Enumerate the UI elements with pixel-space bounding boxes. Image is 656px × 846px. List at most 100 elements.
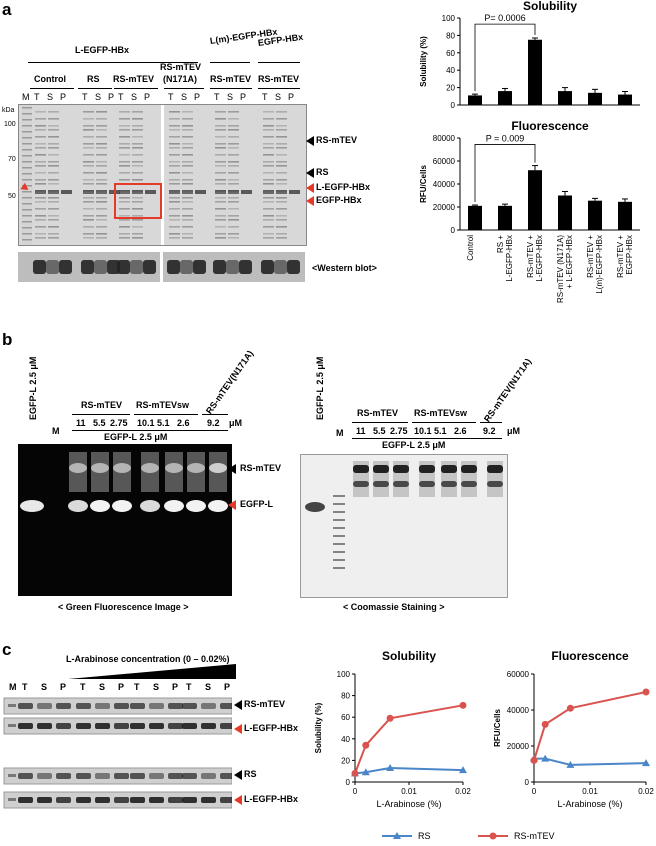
highlight-box [114, 183, 162, 219]
gel-band [119, 215, 130, 217]
gel-band [169, 215, 180, 217]
western-band [213, 260, 226, 274]
gel-band [35, 143, 46, 145]
strip-band [130, 703, 145, 709]
y-tick-label: 0 [451, 226, 456, 235]
gel-band [263, 183, 274, 185]
lane-letter-p: P [240, 92, 247, 102]
x-category-label: EGFP-HBx [625, 235, 634, 275]
panel-a-bar-charts: Solubility 0 20 40 60 80 100 Solubility (%) P= 0… [419, 0, 640, 303]
gel-band [215, 136, 226, 138]
coomassie-band-egfp [305, 502, 325, 512]
x-tick-label: 0 [532, 787, 537, 796]
fluor-band-rs-mtev [113, 463, 131, 473]
gel-band [83, 165, 94, 167]
gel-band [35, 154, 46, 156]
gel-band [119, 219, 130, 221]
lane-letter-s: S [47, 92, 54, 102]
gel-band [228, 118, 239, 120]
gel-band [228, 179, 239, 181]
western-band [107, 260, 120, 274]
gel-band [48, 154, 59, 156]
gel-band [276, 183, 287, 185]
cond-underline [210, 88, 252, 89]
strip-band [76, 773, 91, 779]
gel-band [263, 136, 274, 138]
gel-band [263, 215, 274, 217]
gel-band [276, 237, 287, 239]
gel-band [132, 129, 143, 131]
western-band [287, 260, 300, 274]
coomassie-band-rs-mtev [373, 465, 389, 473]
caption-green-fluorescence: < Green Fluorescence Image > [58, 602, 189, 612]
gel-band [83, 215, 94, 217]
bar [528, 170, 542, 230]
legend-label-rs: RS [418, 831, 431, 841]
gel-band [35, 201, 46, 203]
gel-band [215, 125, 226, 127]
gel-band [83, 237, 94, 239]
coomassie-band-egfp [461, 481, 477, 487]
gel-band [228, 197, 239, 199]
gel-band [132, 165, 143, 167]
chart-title: Fluorescence [551, 650, 629, 663]
coomassie-band-rs-mtev [353, 465, 369, 473]
gel-band [96, 143, 107, 145]
series-point [386, 714, 394, 722]
gel-band [169, 147, 180, 149]
bar-chart-0: Solubility 0 20 40 60 80 100 Solubility (%) P= 0… [419, 0, 640, 110]
series-point [566, 760, 575, 768]
lane-letter-t: T [118, 92, 124, 102]
marker-band [333, 527, 345, 529]
gel-band [96, 219, 107, 221]
gel-band [96, 183, 107, 185]
gel-band [169, 143, 180, 145]
gel-band [182, 201, 193, 203]
gel-band [263, 233, 274, 235]
label-rs-mtev: RS-mTEV [316, 135, 358, 145]
gel-band [119, 143, 130, 145]
gel-band [169, 201, 180, 203]
strip-band [201, 797, 216, 803]
gel-band [276, 208, 287, 210]
group-underline [28, 62, 198, 63]
strip-band [18, 797, 33, 803]
gel-lane [263, 111, 274, 239]
strip-band [149, 723, 164, 729]
gel-band [276, 215, 287, 217]
gel-band [48, 208, 59, 210]
gel-band [119, 201, 130, 203]
bar [588, 92, 602, 105]
red-arrow-icon [234, 795, 242, 805]
strip-band [168, 703, 183, 709]
strip-band [114, 703, 129, 709]
legend-marker-rs [393, 832, 401, 839]
legend-label-rs-mtev: RS-mTEV [514, 831, 555, 841]
gel-lane [145, 190, 156, 194]
marker-band [333, 559, 345, 561]
gel-lane [241, 190, 252, 194]
group-rs-mtev-right: RS-mTEV [357, 408, 399, 418]
lane-letter-p: P [60, 682, 67, 692]
gel-band [182, 136, 193, 138]
kda-label: kDa [2, 107, 15, 114]
gel-band [263, 118, 274, 120]
gel-band [228, 136, 239, 138]
y-tick-label: 60 [446, 49, 455, 58]
lane-letter-s: S [95, 92, 102, 102]
series-point [386, 763, 395, 771]
marker-band [333, 511, 345, 513]
marker-band [8, 774, 16, 777]
gel-band [48, 201, 59, 203]
lane-letter-p: P [172, 682, 179, 692]
gel-band [96, 237, 107, 239]
gel-band [48, 219, 59, 221]
marker-right: M [336, 428, 344, 438]
strip-band [130, 773, 145, 779]
gel-band [276, 161, 287, 163]
strip-band [149, 703, 164, 709]
group-underline [352, 422, 408, 423]
y-tick-label: 80000 [433, 134, 456, 143]
gel-band [132, 161, 143, 163]
gel-band [228, 111, 239, 113]
